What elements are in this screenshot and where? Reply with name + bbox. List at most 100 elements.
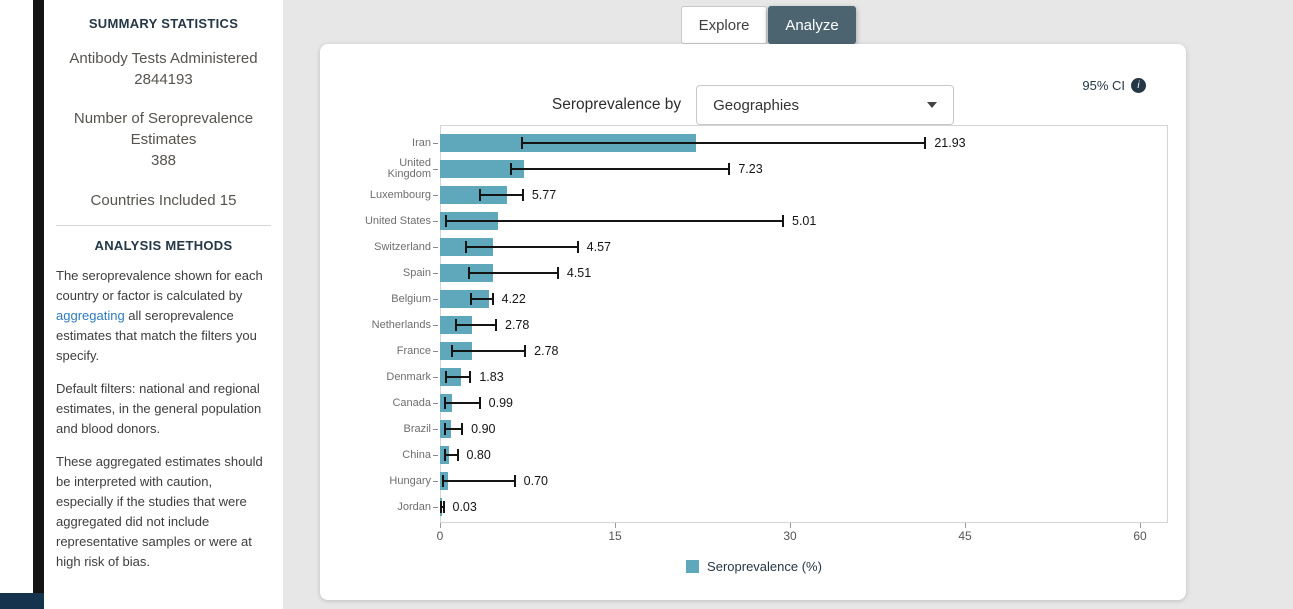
x-tick-label: 60 bbox=[1133, 529, 1147, 543]
y-tick-label: Netherlands bbox=[340, 319, 440, 331]
dropdown-selected-value: Geographies bbox=[713, 96, 800, 114]
chart-row-denmark: Denmark 1.83 bbox=[340, 364, 1168, 390]
y-tick-label: Switzerland bbox=[340, 241, 440, 253]
plot-track: 2.78 bbox=[440, 338, 1168, 364]
value-label: 2.78 bbox=[534, 344, 559, 358]
y-tick-label: Spain bbox=[340, 267, 440, 279]
error-bar bbox=[442, 480, 515, 482]
info-icon[interactable]: i bbox=[1131, 78, 1146, 93]
legend-swatch bbox=[686, 560, 700, 573]
chart-header: Seroprevalence by Geographies bbox=[320, 85, 1186, 125]
aggregating-link[interactable]: aggregating bbox=[56, 308, 125, 323]
error-bar bbox=[450, 350, 526, 352]
ci-indicator: 95% CI i bbox=[1082, 78, 1146, 93]
x-tick-mark bbox=[440, 523, 441, 528]
error-cap-low bbox=[464, 241, 467, 253]
error-cap-high bbox=[491, 293, 494, 305]
error-bar bbox=[455, 324, 496, 326]
y-tick-label: Jordan bbox=[340, 501, 440, 513]
chart-row-netherlands: Netherlands 2.78 bbox=[340, 312, 1168, 338]
aggregation-dropdown[interactable]: Geographies bbox=[696, 85, 955, 125]
x-tick-label: 0 bbox=[436, 529, 444, 543]
error-cap-high bbox=[442, 501, 445, 513]
x-axis: 0 15 30 45 60 bbox=[436, 523, 1168, 547]
value-label: 5.01 bbox=[792, 214, 817, 228]
error-bar bbox=[520, 142, 926, 144]
value-label: 4.51 bbox=[566, 266, 592, 280]
tab-explore[interactable]: Explore bbox=[681, 6, 767, 44]
error-bar bbox=[468, 272, 558, 274]
x-tick-label: 15 bbox=[608, 529, 622, 543]
analysis-card: Seroprevalence by Geographies 95% CI i I… bbox=[320, 44, 1186, 600]
y-tick-label: France bbox=[340, 345, 440, 357]
value-label: 2.78 bbox=[505, 318, 530, 332]
chart-row-luxembourg: Luxembourg 5.77 bbox=[340, 182, 1168, 208]
bar-belgium[interactable] bbox=[440, 290, 490, 308]
error-cap-high bbox=[728, 163, 731, 175]
bar-united-kingdom[interactable] bbox=[440, 160, 525, 178]
ci-label: 95% CI bbox=[1082, 78, 1125, 93]
plot-track: 5.77 bbox=[440, 182, 1168, 208]
y-tick-label: Brazil bbox=[340, 423, 440, 435]
chart-rows: Iran 21.93 United Kingdom 7.23 Luxembourg 5.7… bbox=[340, 125, 1168, 520]
x-tick-mark bbox=[615, 523, 616, 528]
error-cap-high bbox=[478, 397, 481, 409]
bar-spain[interactable] bbox=[440, 264, 493, 282]
value-label: 4.57 bbox=[586, 240, 611, 254]
methods-paragraph-2: Default filters: national and regional e… bbox=[56, 381, 262, 436]
error-bar bbox=[478, 194, 523, 196]
methods-paragraph-3: These aggregated estimates should be int… bbox=[56, 454, 263, 569]
summary-statistics-heading: SUMMARY STATISTICS bbox=[88, 16, 239, 31]
stat-value: 388 bbox=[150, 152, 177, 169]
error-bar bbox=[470, 298, 493, 300]
stat-label: Number of Seroprevalence Estimates bbox=[73, 110, 254, 148]
y-tick-label: China bbox=[340, 449, 440, 461]
y-tick-label: Canada bbox=[340, 397, 440, 409]
value-label: 1.83 bbox=[479, 370, 504, 384]
plot-track: 0.99 bbox=[440, 390, 1168, 416]
legend-label: Seroprevalence (%) bbox=[707, 559, 822, 574]
x-tick-label: 30 bbox=[783, 529, 797, 543]
error-cap-high bbox=[469, 371, 472, 383]
error-cap-low bbox=[440, 501, 442, 513]
error-cap-high bbox=[576, 241, 579, 253]
error-cap-low bbox=[444, 371, 447, 383]
vertical-divider-bar bbox=[33, 0, 44, 609]
y-tick-label: United Kingdom bbox=[340, 158, 440, 180]
error-bar bbox=[443, 428, 463, 430]
y-tick-label: Hungary bbox=[340, 475, 440, 487]
error-cap-high bbox=[513, 475, 516, 487]
value-label: 7.23 bbox=[738, 162, 763, 176]
value-label: 4.22 bbox=[501, 292, 526, 306]
error-cap-low bbox=[520, 137, 523, 149]
tab-analyze[interactable]: Analyze bbox=[768, 6, 856, 44]
bar-luxembourg[interactable] bbox=[440, 186, 508, 204]
error-cap-high bbox=[461, 423, 464, 435]
error-cap-low bbox=[510, 163, 512, 175]
chart-row-france: France 2.78 bbox=[340, 338, 1168, 364]
error-bar bbox=[443, 402, 480, 404]
error-cap-high bbox=[782, 215, 784, 227]
plot-track: 0.70 bbox=[440, 468, 1168, 494]
plot-track: 4.51 bbox=[440, 260, 1168, 286]
plot-track: 7.23 bbox=[440, 156, 1168, 182]
error-cap-low bbox=[455, 319, 458, 331]
plot-track: 5.01 bbox=[440, 208, 1168, 234]
value-label: 0.99 bbox=[488, 396, 513, 410]
seroprevalence-by-label: Seroprevalence by bbox=[551, 96, 682, 113]
value-label: 21.93 bbox=[934, 136, 966, 150]
error-cap-high bbox=[524, 345, 527, 357]
plot-track: 4.57 bbox=[440, 234, 1168, 260]
value-label: 0.70 bbox=[523, 474, 548, 488]
y-tick-label: Belgium bbox=[340, 293, 440, 305]
error-cap-low bbox=[444, 215, 447, 227]
methods-paragraph-1: The seroprevalence shown for each countr… bbox=[56, 266, 271, 366]
error-bar bbox=[443, 454, 458, 456]
chart-row-jordan: Jordan 0.03 bbox=[340, 494, 1168, 520]
chart-row-brazil: Brazil 0.90 bbox=[340, 416, 1168, 442]
error-bar bbox=[510, 168, 730, 170]
stat-countries-included: Countries Included 15 bbox=[56, 192, 271, 209]
chart-row-hungary: Hungary 0.70 bbox=[340, 468, 1168, 494]
error-cap-low bbox=[468, 267, 470, 279]
